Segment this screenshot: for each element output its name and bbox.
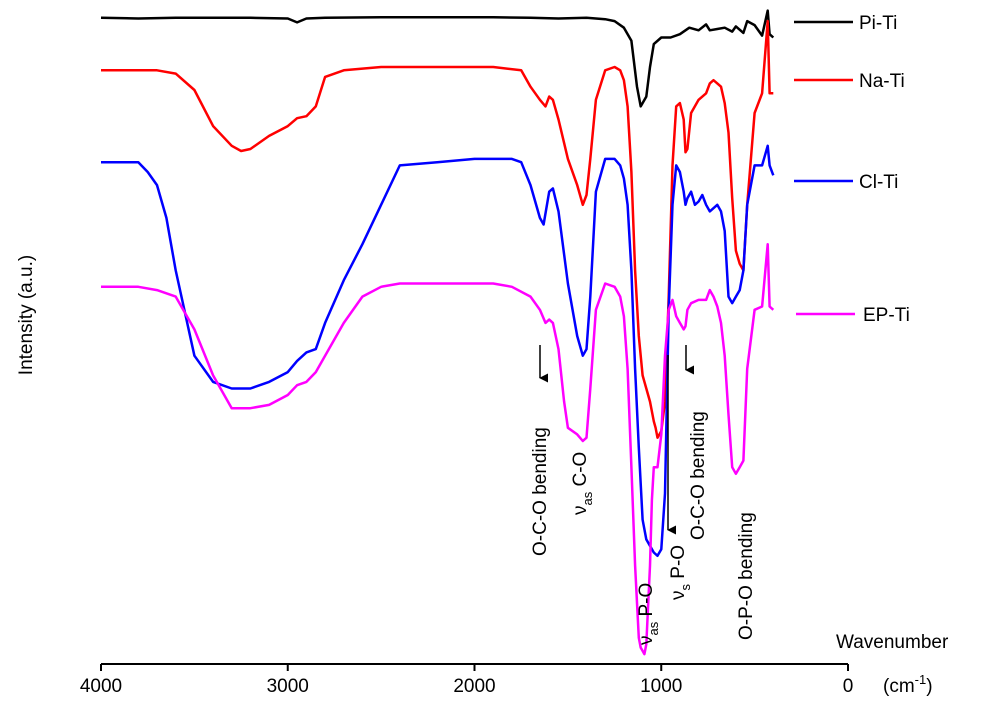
x-axis-title: Wavenumber xyxy=(836,632,949,653)
legend: Pi-Ti Na-Ti Cl-Ti EP-Ti xyxy=(794,13,910,326)
series-line-ep-ti xyxy=(101,242,775,656)
annotation-nu-as-co-sym: ν xyxy=(570,506,591,516)
annotation-nu-as-co-sub: as xyxy=(580,491,595,505)
annotation-nu-s-po-sym: ν xyxy=(668,591,689,601)
annotation-opo-bending: O-P-O bending xyxy=(736,512,757,640)
series-line-cl-ti xyxy=(101,144,775,558)
x-axis-unit-close: ) xyxy=(926,676,932,697)
annotation-nu-s-po: νs P-O xyxy=(668,545,693,600)
x-tick-label-4000: 4000 xyxy=(80,676,122,697)
annotation-nu-s-po-rest: P-O xyxy=(668,545,689,584)
x-axis-unit-exp: -1 xyxy=(915,672,927,687)
annotation-nu-as-po: νas P-O xyxy=(636,583,661,645)
x-axis-unit: (cm-1) xyxy=(883,672,933,697)
series-line-na-ti xyxy=(101,19,774,439)
annotation-nu-as-co: νas C-O xyxy=(570,452,595,515)
legend-label-na-ti: Na-Ti xyxy=(859,71,905,92)
annotation-oco-bending-2: O-C-O bending xyxy=(688,411,709,540)
legend-label-cl-ti: Cl-Ti xyxy=(859,172,898,193)
x-axis-unit-base: (cm xyxy=(883,676,915,697)
y-axis-title: Intensity (a.u.) xyxy=(16,255,37,375)
annotation-nu-as-co-rest: C-O xyxy=(570,452,591,492)
x-tick-layer: 4000 3000 2000 1000 0 xyxy=(80,664,853,697)
annotation-nu-as-po-rest: P-O xyxy=(636,583,657,622)
annotation-nu-as-po-sub: as xyxy=(646,621,661,635)
legend-label-ep-ti: EP-Ti xyxy=(863,305,910,326)
legend-label-pi-ti: Pi-Ti xyxy=(859,13,897,34)
annotation-nu-s-po-sub: s xyxy=(678,584,693,591)
x-tick-label-2000: 2000 xyxy=(453,676,495,697)
annotation-nu-as-po-sym: ν xyxy=(636,636,657,646)
series-line-pi-ti xyxy=(100,9,775,108)
x-tick-label-0: 0 xyxy=(843,676,854,697)
annotations: O-C-O bending νas C-O νas P-O νs P-O O-C… xyxy=(530,345,757,645)
x-tick-label-3000: 3000 xyxy=(267,676,309,697)
annotation-oco-bending-1: O-C-O bending xyxy=(530,427,551,556)
series-layer xyxy=(100,9,775,656)
x-tick-label-1000: 1000 xyxy=(640,676,682,697)
